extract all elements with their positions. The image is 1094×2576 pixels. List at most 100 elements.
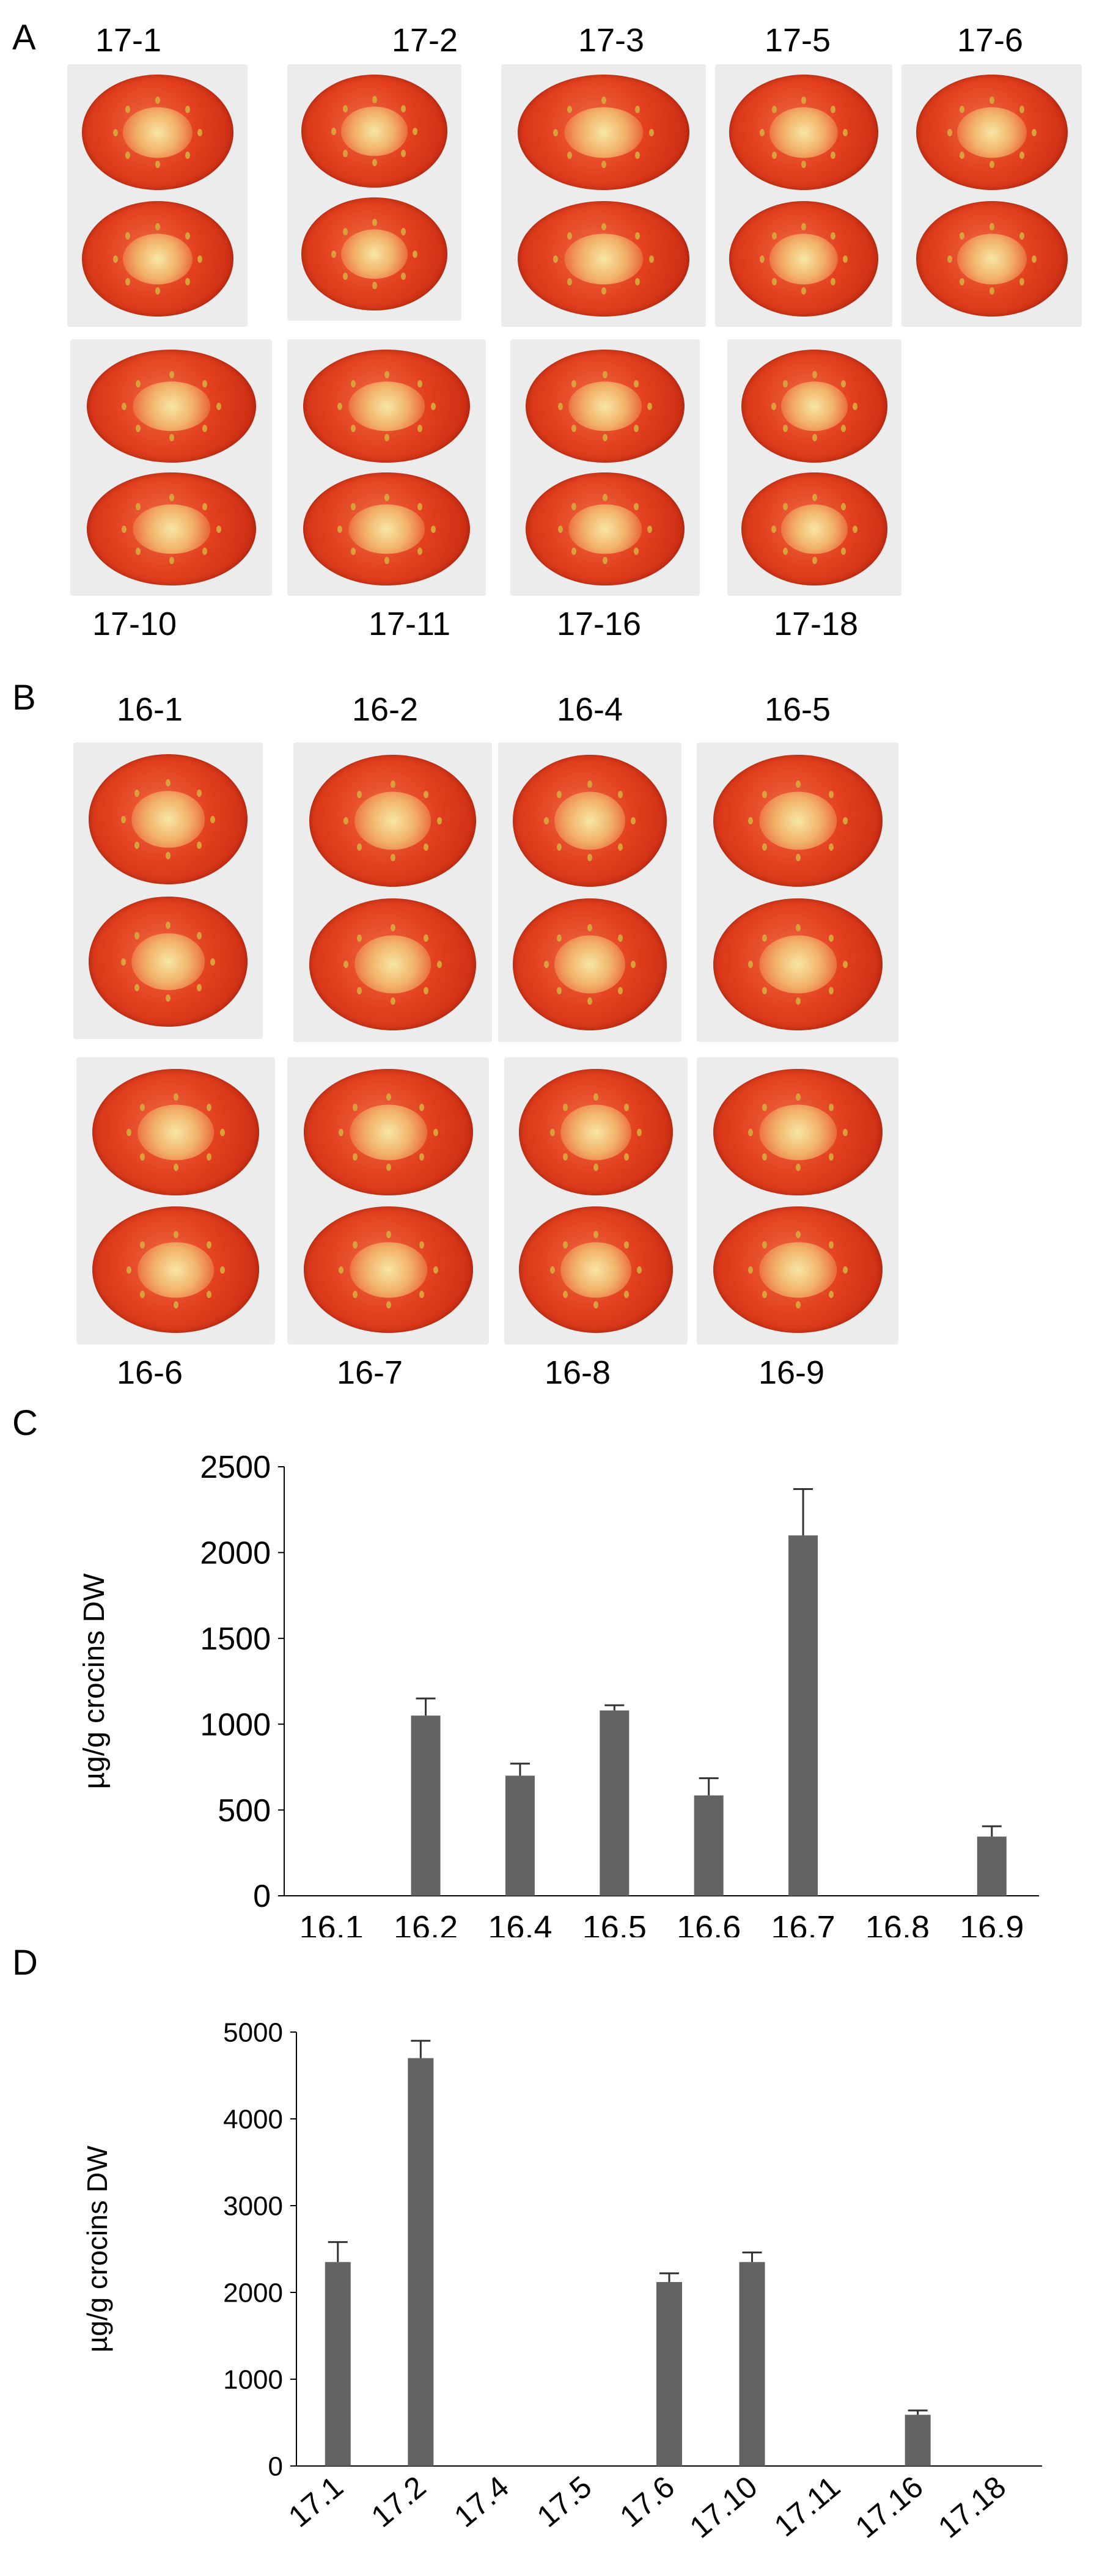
x-tick-label: 17.4 [447, 2470, 515, 2534]
tomato-half [519, 1069, 673, 1195]
tomato-half [87, 350, 256, 463]
tomato-half [87, 472, 256, 585]
y-axis-label: µg/g crocins DW [81, 2145, 113, 2352]
tomato-photo [697, 1057, 898, 1345]
bar [656, 2281, 682, 2466]
tomato-photo [504, 1057, 688, 1345]
photo-label: 17-11 [368, 606, 451, 642]
x-tick-label: 16.2 [394, 1909, 458, 1937]
tomato-half [713, 755, 883, 887]
y-axis-label: µg/g crocins DW [78, 1573, 111, 1789]
tomato-photo [498, 743, 681, 1042]
y-tick-label: 3000 [223, 2191, 283, 2221]
photo-label: 17-3 [578, 22, 645, 59]
tomato-photo [901, 64, 1082, 327]
y-tick-label: 4000 [223, 2104, 283, 2134]
x-tick-label: 17.18 [931, 2470, 1012, 2545]
tomato-half [916, 75, 1068, 190]
tomato-half [741, 350, 887, 463]
y-tick-label: 2500 [200, 1450, 271, 1485]
bar [739, 2262, 765, 2466]
tomato-half [916, 201, 1068, 317]
y-tick-label: 2000 [223, 2278, 283, 2308]
bar-chart-c: 0 500 1000 1500 2000 2500 µg/g crocins DW 16.1 1… [78, 1450, 1039, 1937]
tomato-half [741, 472, 887, 585]
tomato-half [304, 1069, 473, 1195]
y-tick-label: 500 [218, 1793, 271, 1829]
tomato-half [729, 201, 878, 317]
bar [788, 1535, 818, 1896]
panel-letter-a: A [12, 18, 36, 57]
tomato-half [89, 754, 248, 884]
photo-label: 17-10 [92, 606, 177, 642]
tomato-photo [287, 339, 486, 596]
y-tick-label: 5000 [223, 2017, 283, 2047]
tomato-half [526, 350, 685, 463]
tomato-half [303, 350, 470, 463]
tomato-photo [697, 743, 898, 1042]
tomato-photo [510, 339, 700, 596]
bar [977, 1837, 1007, 1896]
y-tick-label: 1000 [223, 2365, 283, 2394]
bar [325, 2262, 351, 2466]
photo-label: 16-5 [764, 691, 831, 728]
tomato-half [92, 1206, 259, 1333]
tomato-photo [293, 743, 492, 1042]
tomato-half [713, 1069, 883, 1195]
photo-label: 17-18 [773, 606, 859, 642]
panel-letter-d: D [12, 1943, 38, 1983]
bar [411, 1715, 441, 1896]
tomato-half [729, 75, 878, 190]
photo-label: 17-5 [764, 22, 831, 59]
tomato-half [713, 1206, 883, 1333]
tomato-photo [287, 64, 461, 321]
x-tick-label: 16.7 [771, 1909, 835, 1937]
tomato-photo [73, 743, 263, 1039]
tomato-half [89, 897, 248, 1027]
bar [694, 1795, 724, 1896]
tomato-half [513, 898, 667, 1030]
x-tick-label: 16.6 [677, 1909, 741, 1937]
y-tick-label: 0 [253, 1879, 271, 1914]
y-tick-label: 1000 [200, 1707, 271, 1742]
bar [408, 2058, 434, 2466]
y-tick-label: 1500 [200, 1621, 271, 1657]
tomato-half [713, 898, 883, 1030]
photo-label: 16-7 [336, 1354, 403, 1391]
x-tick-label: 16.5 [582, 1909, 647, 1937]
tomato-photo [67, 64, 248, 327]
x-tick-label: 17.1 [282, 2470, 350, 2534]
bar [905, 2415, 931, 2466]
photo-label: 16-9 [758, 1354, 825, 1391]
tomato-half [301, 75, 447, 188]
photo-label: 16-8 [544, 1354, 611, 1391]
x-tick-label: 17.5 [530, 2470, 598, 2534]
tomato-half [519, 1206, 673, 1333]
tomato-half [303, 472, 470, 585]
x-tick-label: 17.11 [768, 2470, 846, 2544]
photo-label: 17-2 [391, 22, 458, 59]
y-tick-label: 2000 [200, 1536, 271, 1571]
tomato-half [92, 1069, 259, 1195]
tomato-photo [76, 1057, 275, 1345]
panel-letter-b: B [12, 678, 36, 717]
photo-label: 16-2 [351, 691, 419, 728]
tomato-half [82, 75, 233, 190]
tomato-photo [287, 1057, 489, 1345]
panel-letter-c: C [12, 1403, 38, 1443]
x-tick-label: 17.10 [683, 2470, 764, 2545]
photo-label: 16-1 [116, 691, 183, 728]
y-tick-label: 0 [268, 2451, 283, 2481]
photo-label: 16-6 [116, 1354, 183, 1391]
tomato-half [518, 201, 689, 317]
tomato-half [301, 197, 447, 310]
x-tick-label: 17.6 [614, 2470, 681, 2534]
x-tick-label: 17.16 [849, 2470, 930, 2545]
tomato-half [513, 755, 667, 887]
bar [600, 1710, 630, 1896]
photo-label: 16-4 [556, 691, 623, 728]
tomato-half [526, 472, 685, 585]
x-tick-label: 16.8 [865, 1909, 930, 1937]
tomato-half [82, 201, 233, 317]
bar [505, 1775, 535, 1896]
